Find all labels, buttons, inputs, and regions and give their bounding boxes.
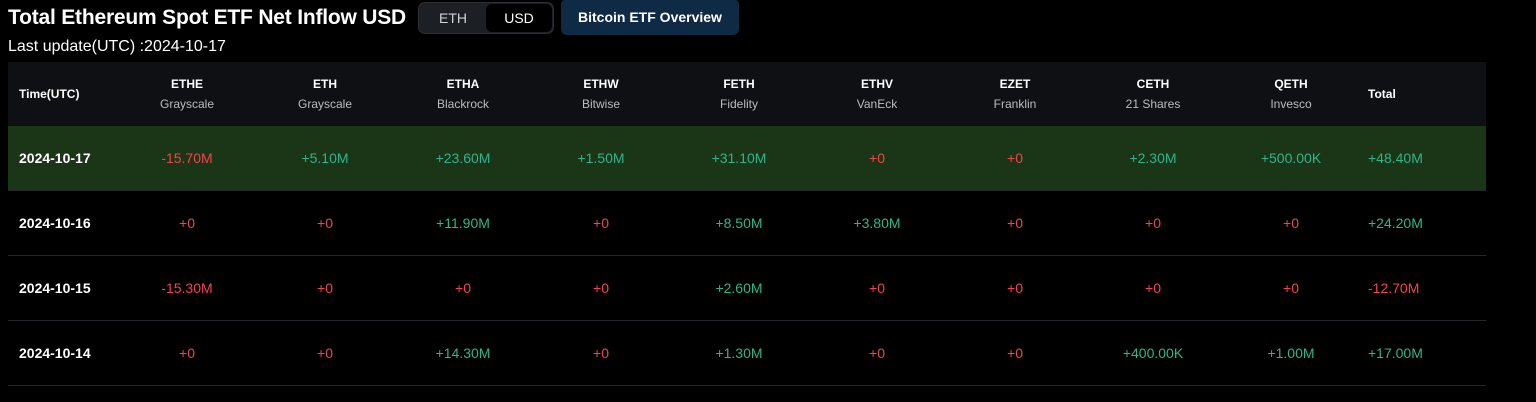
- flow-value-cell: +5.10M: [301, 150, 349, 166]
- flow-value-cell: +0: [179, 345, 195, 361]
- flow-value-cell: +0: [317, 215, 333, 231]
- fund-ticker: FETH: [723, 77, 755, 91]
- flow-value-cell: +0: [593, 345, 609, 361]
- fund-column-header: ETHW Bitwise: [532, 74, 670, 114]
- fund-column-header: EZET Franklin: [946, 74, 1084, 114]
- flow-value-cell: +400.00K: [1122, 345, 1184, 361]
- flow-value-cell: +0: [593, 280, 609, 296]
- flow-value-cell: +23.60M: [435, 150, 491, 166]
- row-date: 2024-10-14: [19, 345, 91, 361]
- flow-value-cell: +0: [1007, 150, 1023, 166]
- fund-ticker: ETH: [313, 77, 337, 91]
- bitcoin-etf-overview-button[interactable]: Bitcoin ETF Overview: [561, 0, 739, 35]
- table-header-row: Time(UTC) ETHE Grayscale ETH Grayscale ETHA B…: [8, 62, 1486, 126]
- flow-value-cell: +0: [869, 150, 885, 166]
- fund-column-header: ETH Grayscale: [256, 74, 394, 114]
- toggle-eth-button[interactable]: ETH: [439, 10, 468, 26]
- fund-ticker: QETH: [1274, 77, 1308, 91]
- flow-value-cell: +31.10M: [711, 150, 767, 166]
- row-date: 2024-10-17: [19, 150, 91, 166]
- fund-column-header: ETHA Blackrock: [394, 74, 532, 114]
- flow-value-cell: +0: [1283, 215, 1299, 231]
- flow-value-cell: +0: [869, 345, 885, 361]
- flow-value-cell: +0: [869, 280, 885, 296]
- page-title: Total Ethereum Spot ETF Net Inflow USD: [8, 6, 407, 29]
- fund-issuer: Fidelity: [719, 97, 758, 111]
- fund-issuer: Blackrock: [436, 97, 489, 111]
- fund-issuer: VanEck: [856, 97, 898, 111]
- flow-value-cell: +0: [1007, 215, 1023, 231]
- fund-ticker: ETHA: [446, 77, 480, 91]
- flow-value-cell: +0: [179, 215, 195, 231]
- fund-issuer: Grayscale: [297, 97, 353, 111]
- unit-toggle: ETH USD: [418, 2, 555, 34]
- fund-ticker: ETHW: [583, 77, 619, 91]
- flow-value-cell: +0: [455, 280, 471, 296]
- flow-value-cell: +0: [1007, 345, 1023, 361]
- flow-value-cell: +14.30M: [435, 345, 491, 361]
- row-total: +17.00M: [1368, 345, 1423, 361]
- fund-issuer: Grayscale: [159, 97, 215, 111]
- fund-issuer: Franklin: [993, 97, 1037, 111]
- row-date: 2024-10-15: [19, 280, 91, 296]
- table-row: 2024-10-16 +0 +0 +11.90M +0 +8.50M +3.80M +0 +0 +…: [8, 191, 1486, 256]
- last-update-text: Last update(UTC) :2024-10-17: [8, 38, 226, 55]
- flow-value-cell: +3.80M: [853, 215, 901, 231]
- fund-column-header: ETHE Grayscale: [118, 74, 256, 114]
- page-header: Total Ethereum Spot ETF Net Inflow USD E…: [8, 0, 739, 36]
- flow-value-cell: -15.30M: [161, 280, 213, 296]
- fund-column-header: CETH 21 Shares: [1084, 74, 1222, 114]
- flow-value-cell: +2.30M: [1129, 150, 1177, 166]
- fund-ticker: ETHE: [170, 77, 203, 91]
- flow-value-cell: -15.70M: [161, 150, 213, 166]
- row-total: +24.20M: [1368, 215, 1423, 231]
- flow-value-cell: +0: [1007, 280, 1023, 296]
- row-total: -12.70M: [1368, 280, 1420, 296]
- fund-ticker: EZET: [999, 77, 1031, 91]
- row-total: +48.40M: [1368, 150, 1423, 166]
- fund-issuer: Invesco: [1270, 97, 1312, 111]
- table-row: 2024-10-17 -15.70M +5.10M +23.60M +1.50M +31.…: [8, 126, 1486, 191]
- table-row: 2024-10-14 +0 +0 +14.30M +0 +1.30M +0 +0 +400.00…: [8, 321, 1486, 386]
- flow-value-cell: +1.50M: [577, 150, 625, 166]
- time-column-header: Time(UTC): [19, 87, 80, 101]
- flow-value-cell: +0: [317, 345, 333, 361]
- table-row: 2024-10-15 -15.30M +0 +0 +0 +2.60M +0 +0 +0 +0 -12…: [8, 256, 1486, 321]
- flow-value-cell: +8.50M: [715, 215, 763, 231]
- etf-flow-table: Time(UTC) ETHE Grayscale ETH Grayscale ETHA B…: [8, 62, 1486, 386]
- fund-issuer: Bitwise: [581, 97, 620, 111]
- toggle-usd-button[interactable]: USD: [486, 4, 553, 32]
- fund-ticker: ETHV: [860, 77, 893, 91]
- flow-value-cell: +1.30M: [715, 345, 763, 361]
- flow-value-cell: +0: [1145, 280, 1161, 296]
- flow-value-cell: +2.60M: [715, 280, 763, 296]
- flow-value-cell: +1.00M: [1267, 345, 1315, 361]
- flow-value-cell: +0: [317, 280, 333, 296]
- fund-issuer: 21 Shares: [1125, 97, 1181, 111]
- total-column-header: Total: [1368, 87, 1396, 101]
- row-date: 2024-10-16: [19, 215, 91, 231]
- flow-value-cell: +500.00K: [1260, 150, 1322, 166]
- fund-column-header: FETH Fidelity: [670, 74, 808, 114]
- fund-column-header: ETHV VanEck: [808, 74, 946, 114]
- flow-value-cell: +0: [1145, 215, 1161, 231]
- flow-value-cell: +0: [1283, 280, 1299, 296]
- flow-value-cell: +11.90M: [436, 215, 490, 231]
- fund-ticker: CETH: [1136, 77, 1170, 91]
- flow-value-cell: +0: [593, 215, 609, 231]
- fund-column-header: QETH Invesco: [1222, 74, 1360, 114]
